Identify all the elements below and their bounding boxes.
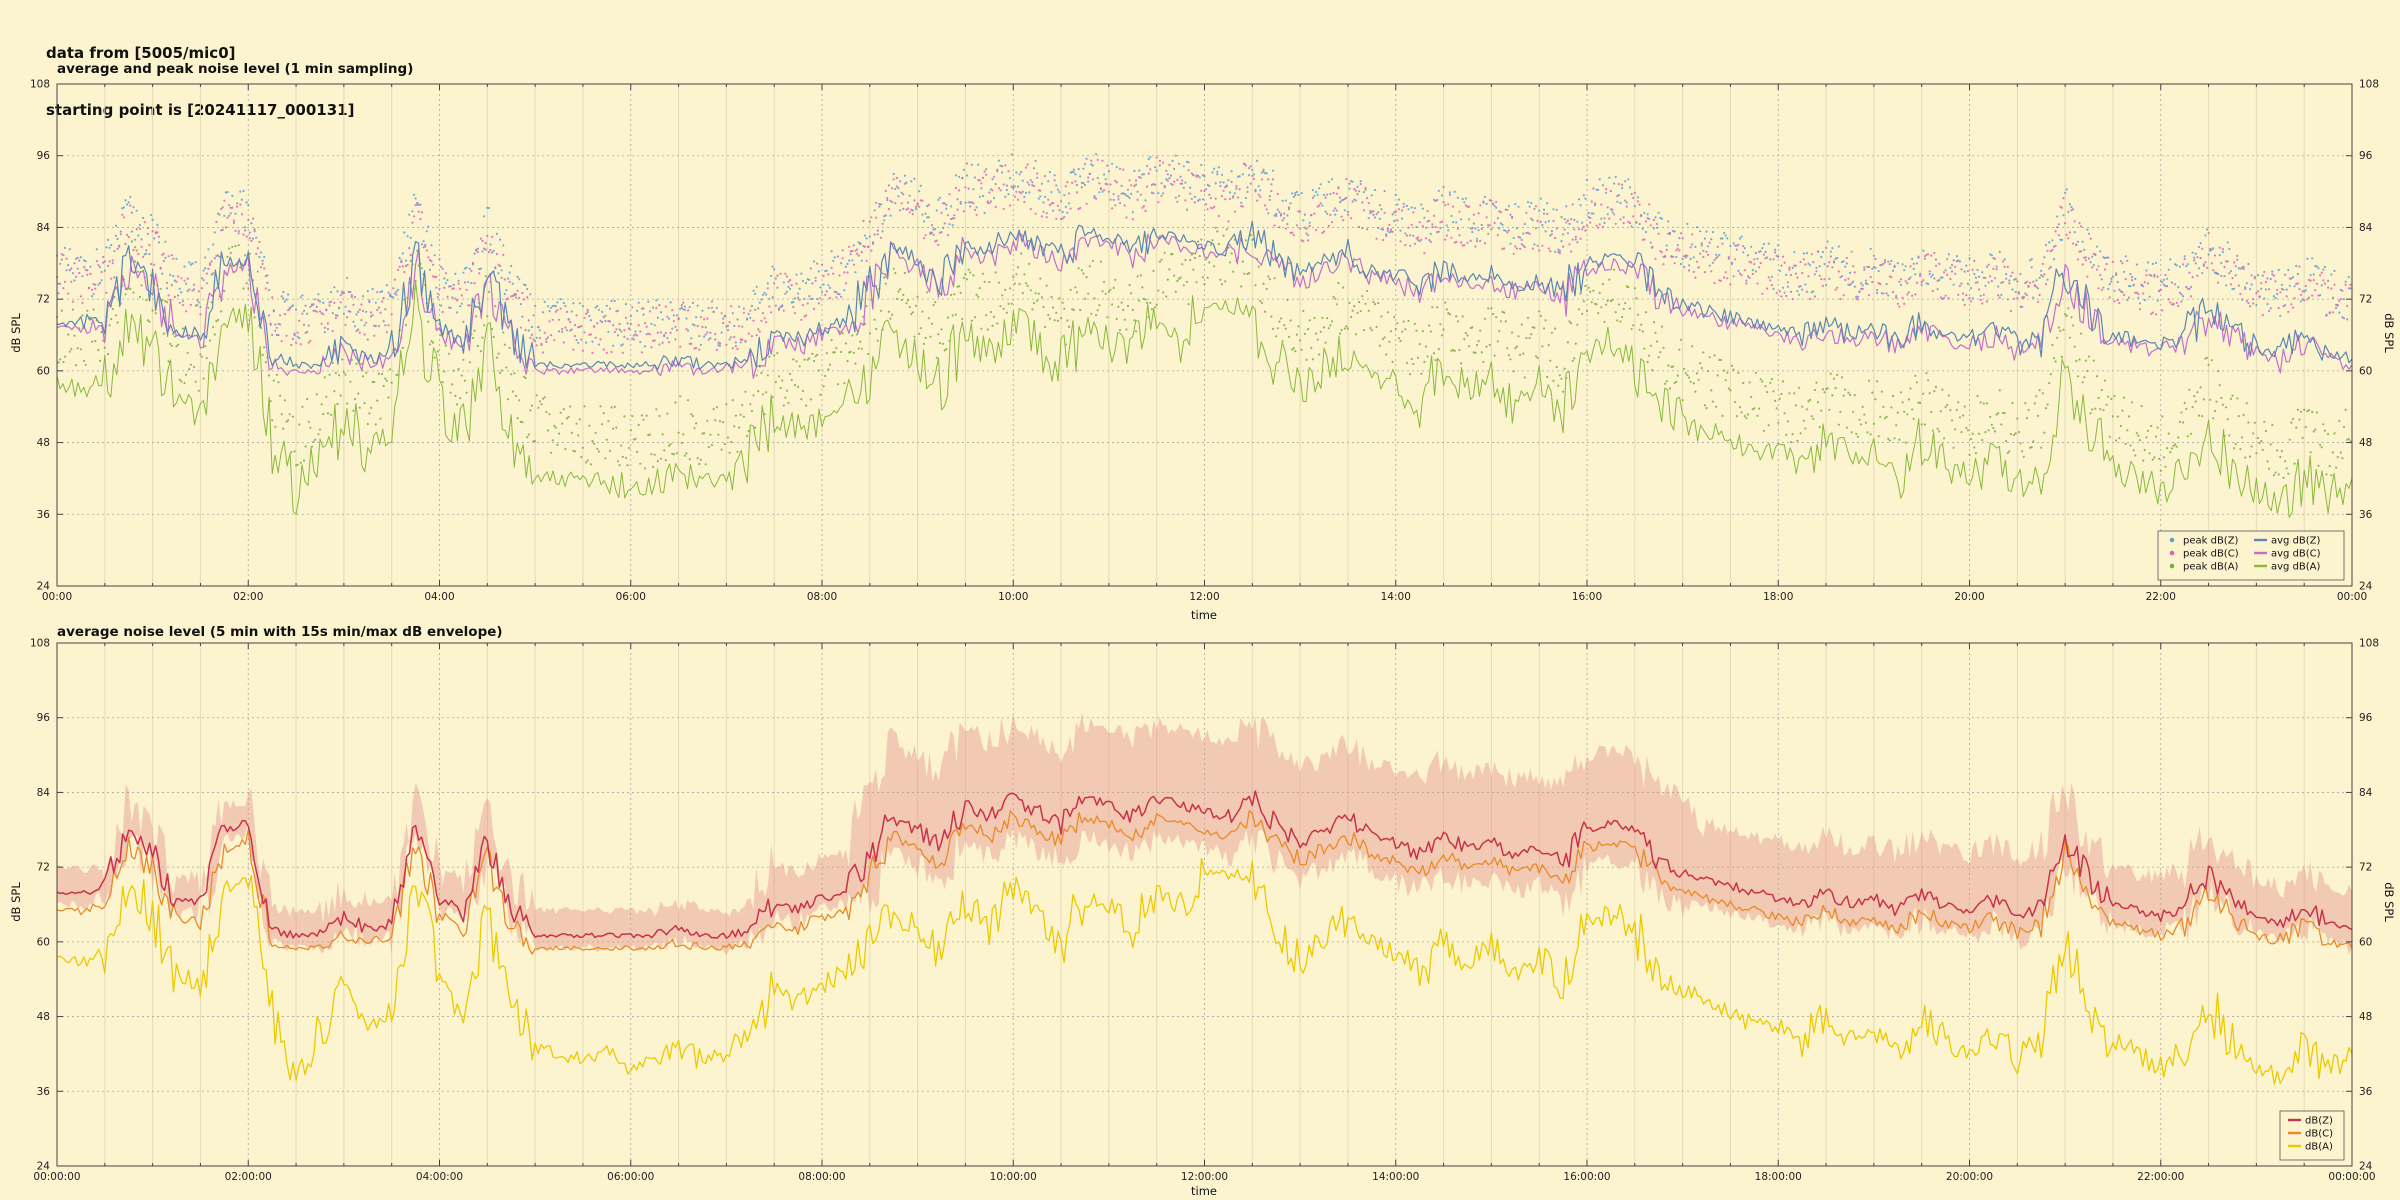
chart-avg-peak-noise: 00:00 02:00 04:00 06:00 08:00 10:00 12:00 14:00… [0, 45, 2400, 630]
svg-text:84: 84 [2359, 222, 2373, 234]
chart1-title: average and peak noise level (1 min samp… [57, 61, 414, 77]
svg-text:20:00:00: 20:00:00 [1946, 1171, 1993, 1183]
svg-text:36: 36 [2359, 509, 2373, 521]
legend-label: peak dB(C) [2183, 549, 2239, 560]
svg-text:02:00: 02:00 [233, 591, 263, 603]
legend-label: peak dB(A) [2183, 562, 2239, 573]
svg-text:108: 108 [30, 638, 50, 650]
svg-text:20:00: 20:00 [1954, 591, 1984, 603]
svg-text:24: 24 [2359, 581, 2373, 593]
series [56, 712, 2353, 1085]
svg-text:08:00:00: 08:00:00 [798, 1171, 845, 1183]
legend-marker-dot [2169, 563, 2175, 569]
svg-text:108: 108 [2359, 638, 2379, 650]
svg-text:60: 60 [2359, 365, 2372, 377]
svg-text:16:00:00: 16:00:00 [1563, 1171, 1610, 1183]
avg-peak-svg: 00:00 02:00 04:00 06:00 08:00 10:00 12:00 14:00… [30, 79, 2379, 604]
chart2-xlabel: time [1191, 1184, 1217, 1198]
plot-border [56, 83, 2353, 587]
chart1-xlabel: time [1191, 608, 1217, 622]
legend-label: peak dB(Z) [2183, 536, 2239, 547]
svg-text:48: 48 [2359, 437, 2372, 449]
svg-text:02:00:00: 02:00:00 [225, 1171, 272, 1183]
svg-text:10:00:00: 10:00:00 [990, 1171, 1037, 1183]
svg-text:16:00: 16:00 [1572, 591, 1602, 603]
svg-text:06:00: 06:00 [616, 591, 646, 603]
svg-text:22:00:00: 22:00:00 [2137, 1171, 2184, 1183]
svg-text:14:00: 14:00 [1381, 591, 1411, 603]
svg-text:12:00: 12:00 [1189, 591, 1219, 603]
plot-border [56, 642, 2353, 1167]
svg-text:60: 60 [37, 936, 50, 948]
svg-text:84: 84 [2359, 787, 2373, 799]
svg-text:108: 108 [2359, 79, 2379, 91]
series-line-4 [56, 233, 2353, 379]
svg-text:12:00:00: 12:00:00 [1181, 1171, 1228, 1183]
svg-text:00:00:00: 00:00:00 [33, 1171, 80, 1183]
legend-label: avg dB(Z) [2271, 536, 2321, 547]
svg-text:00:00: 00:00 [42, 591, 72, 603]
legend: dB(Z) dB(C) dB(A) [2279, 1110, 2345, 1161]
svg-text:72: 72 [37, 294, 50, 306]
svg-text:22:00: 22:00 [2146, 591, 2176, 603]
svg-text:96: 96 [37, 712, 51, 724]
svg-text:84: 84 [37, 222, 51, 234]
legend: peak dB(Z) peak dB(C) peak dB(A) avg dB(Z) a… [2157, 530, 2345, 581]
svg-text:96: 96 [2359, 712, 2373, 724]
svg-text:36: 36 [2359, 1086, 2373, 1098]
svg-text:24: 24 [37, 581, 51, 593]
svg-text:96: 96 [37, 150, 51, 162]
svg-text:36: 36 [37, 1086, 51, 1098]
svg-text:48: 48 [37, 1011, 50, 1023]
svg-text:00:00: 00:00 [2337, 591, 2367, 603]
series-line-1 [56, 857, 2353, 1085]
svg-text:24: 24 [2359, 1161, 2373, 1173]
svg-text:72: 72 [2359, 294, 2372, 306]
svg-text:84: 84 [37, 787, 51, 799]
svg-text:06:00:00: 06:00:00 [607, 1171, 654, 1183]
svg-text:108: 108 [30, 79, 50, 91]
series-line-3 [56, 280, 2353, 518]
svg-text:10:00: 10:00 [998, 591, 1028, 603]
chart-avg-noise-envelope: 00:00:00 02:00:00 04:00:00 06:00:00 08:00:00… [0, 618, 2400, 1200]
legend-label: dB(Z) [2305, 1116, 2333, 1127]
svg-text:36: 36 [37, 509, 51, 521]
avg-envelope-svg: 00:00:00 02:00:00 04:00:00 06:00:00 08:00:00… [30, 638, 2379, 1184]
axis-tick-labels: 00:00 02:00 04:00 06:00 08:00 10:00 12:00 14:00… [30, 79, 2379, 604]
svg-text:96: 96 [2359, 150, 2373, 162]
legend-label: avg dB(C) [2271, 549, 2321, 560]
legend-marker-dot [2169, 537, 2175, 543]
svg-text:14:00:00: 14:00:00 [1372, 1171, 1419, 1183]
series-line-5 [56, 220, 2353, 371]
chart2-title: average noise level (5 min with 15s min/… [57, 624, 503, 640]
legend-marker-dot [2169, 550, 2175, 556]
header-line-start: starting point is [20241117_000131] [46, 101, 355, 119]
legend-label: dB(A) [2305, 1142, 2333, 1153]
svg-text:48: 48 [2359, 1011, 2372, 1023]
svg-text:04:00: 04:00 [424, 591, 454, 603]
svg-text:00:00:00: 00:00:00 [2328, 1171, 2375, 1183]
grid [56, 642, 2353, 1167]
axis-tick-labels: 00:00:00 02:00:00 04:00:00 06:00:00 08:00:00… [30, 638, 2379, 1184]
svg-text:08:00: 08:00 [807, 591, 837, 603]
svg-text:60: 60 [2359, 936, 2372, 948]
svg-text:60: 60 [37, 365, 50, 377]
header: data from [5005/mic0] starting point is … [46, 6, 354, 139]
svg-text:04:00:00: 04:00:00 [416, 1171, 463, 1183]
series-line-2 [56, 810, 2353, 955]
svg-text:18:00: 18:00 [1763, 591, 1793, 603]
legend-label: dB(C) [2305, 1129, 2333, 1140]
series-line-3 [56, 790, 2353, 939]
svg-text:72: 72 [37, 862, 50, 874]
svg-text:18:00:00: 18:00:00 [1755, 1171, 1802, 1183]
svg-text:72: 72 [2359, 862, 2372, 874]
legend-label: avg dB(A) [2271, 562, 2321, 573]
header-line-source: data from [5005/mic0] [46, 44, 236, 62]
svg-text:24: 24 [37, 1161, 51, 1173]
svg-text:48: 48 [37, 437, 50, 449]
